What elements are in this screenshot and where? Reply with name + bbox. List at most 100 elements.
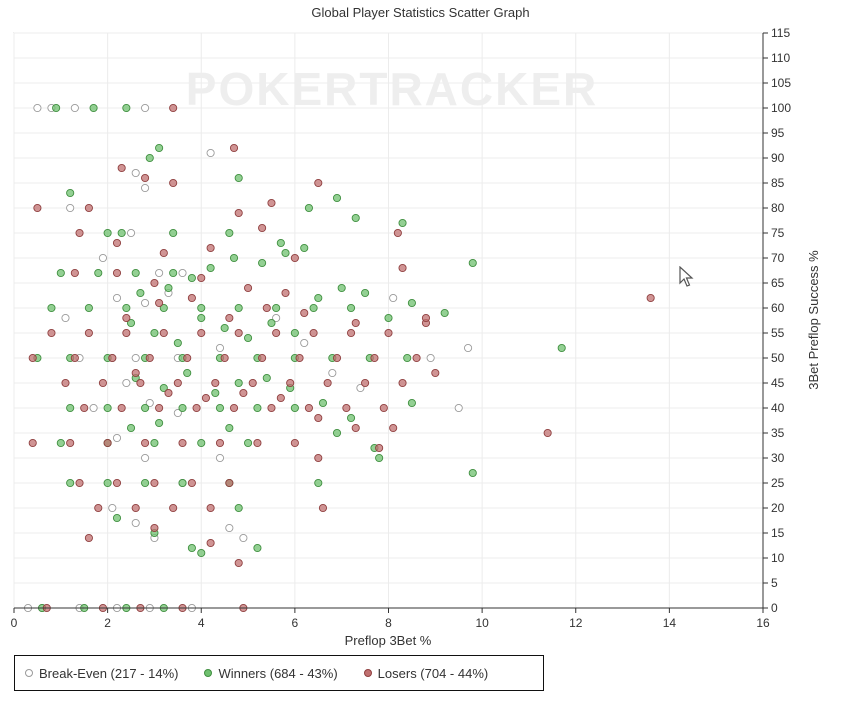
breakeven-point	[356, 383, 365, 393]
losers-point	[361, 378, 370, 388]
winners-point	[290, 328, 299, 338]
losers-point	[300, 308, 309, 318]
winners-point	[56, 268, 65, 278]
winners-point	[281, 248, 290, 258]
losers-point	[314, 413, 323, 423]
breakeven-point	[178, 268, 187, 278]
winners-point	[215, 403, 225, 413]
y-tick-label: 25	[771, 476, 785, 490]
losers-point	[122, 313, 131, 323]
losers-point	[187, 478, 196, 488]
losers-point	[75, 478, 84, 488]
x-tick-label: 12	[569, 616, 583, 630]
winners-point	[262, 373, 271, 383]
y-tick-label: 90	[771, 151, 785, 165]
losers-point	[206, 538, 215, 548]
breakeven-point	[122, 378, 131, 388]
winners-point	[314, 293, 323, 303]
losers-point	[314, 178, 323, 188]
y-tick-label: 115	[771, 26, 790, 40]
winners-point	[253, 403, 262, 413]
losers-point	[178, 438, 187, 448]
breakeven-point	[454, 403, 463, 413]
breakeven-point	[141, 183, 150, 193]
losers-point	[220, 353, 229, 363]
losers-point	[342, 403, 351, 413]
breakeven-point	[70, 103, 79, 113]
winners-point	[126, 318, 136, 328]
losers-point	[646, 293, 655, 303]
winners-point	[122, 303, 131, 313]
losers-point	[351, 318, 360, 328]
losers-point	[267, 198, 276, 208]
breakeven-point	[112, 293, 122, 303]
winners-point	[398, 218, 407, 228]
winners-point	[103, 478, 112, 488]
breakeven-point	[112, 433, 122, 443]
winners-point	[229, 253, 239, 263]
y-tick-label: 70	[771, 251, 785, 265]
losers-point	[398, 378, 407, 388]
winners-point	[225, 228, 234, 238]
losers-point	[75, 228, 84, 238]
losers-point	[286, 378, 295, 388]
legend-item-losers[interactable]: Losers (704 - 44%)	[363, 666, 488, 681]
legend-item-break-even[interactable]: Break-Even (217 - 14%)	[25, 666, 178, 681]
x-tick-label: 10	[475, 616, 489, 630]
winners-point	[169, 268, 178, 278]
legend-label: Winners (684 - 43%)	[218, 665, 338, 681]
losers-point	[131, 503, 140, 513]
y-tick-label: 60	[771, 301, 785, 315]
losers-point	[421, 313, 431, 323]
losers-point	[370, 353, 379, 363]
x-tick-label: 0	[11, 616, 18, 630]
winners-point	[131, 268, 140, 278]
losers-point	[47, 328, 56, 338]
losers-point	[173, 378, 182, 388]
winners-point	[150, 438, 159, 448]
y-tick-label: 10	[771, 551, 785, 565]
winners-point	[225, 423, 234, 433]
breakeven-point	[98, 253, 107, 263]
winners-point	[407, 398, 416, 408]
losers-point	[159, 328, 168, 338]
winners-point	[52, 103, 61, 113]
winners-point	[164, 283, 173, 293]
breakeven-point	[215, 343, 225, 353]
losers-point	[379, 403, 388, 413]
winners-point	[47, 303, 56, 313]
winners-point	[89, 103, 98, 113]
legend-item-winners[interactable]: Winners (684 - 43%)	[204, 665, 338, 681]
winners-point	[351, 213, 360, 223]
breakeven-point	[131, 353, 140, 363]
winners-point	[136, 288, 145, 298]
losers-point	[229, 403, 239, 413]
losers-point	[145, 353, 154, 363]
x-tick-label: 4	[198, 616, 205, 630]
losers-point	[384, 328, 393, 338]
losers-point	[318, 503, 328, 513]
losers-point	[164, 388, 173, 398]
losers-point	[112, 268, 122, 278]
losers-point	[267, 403, 276, 413]
losers-point	[169, 503, 178, 513]
losers-point	[412, 353, 421, 363]
losers-point	[141, 173, 150, 183]
losers-point	[108, 353, 117, 363]
winners-point	[234, 303, 243, 313]
losers-point	[346, 328, 356, 338]
winners-point	[309, 303, 318, 313]
losers-point	[169, 178, 178, 188]
losers-point	[290, 253, 299, 263]
losers-point	[272, 328, 281, 338]
breakeven-point	[145, 398, 154, 408]
winners-point	[234, 173, 243, 183]
x-tick-label: 6	[292, 616, 299, 630]
losers-point	[33, 203, 42, 213]
losers-point	[211, 378, 220, 388]
breakeven-point	[108, 503, 117, 513]
losers-point	[351, 423, 360, 433]
losers-point	[197, 328, 206, 338]
data-points	[23, 103, 655, 613]
breakeven-point	[272, 313, 281, 323]
